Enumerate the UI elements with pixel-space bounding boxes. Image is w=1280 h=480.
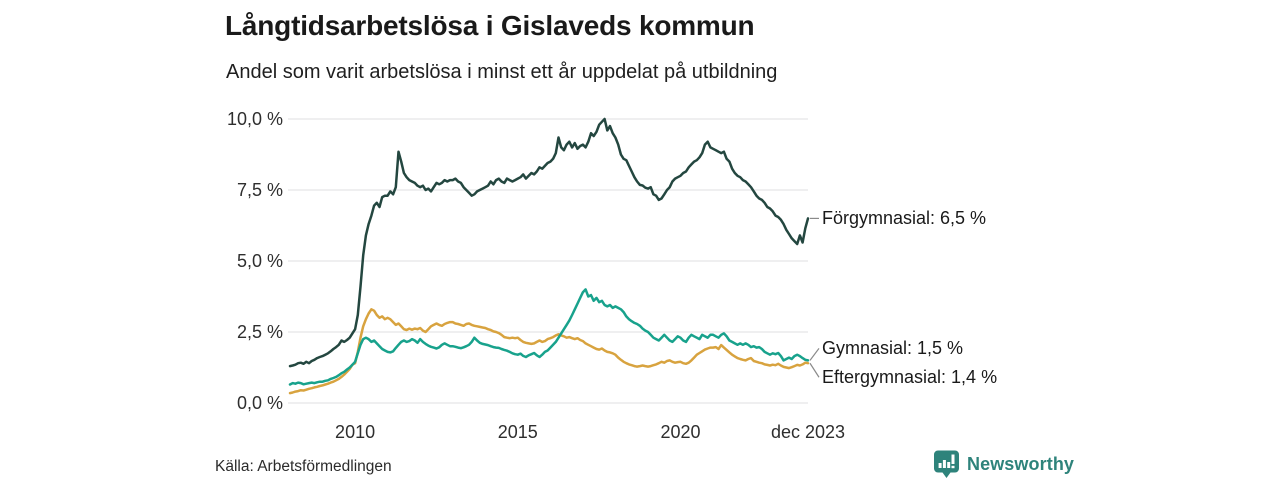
series-label-forgymnasial: Förgymnasial: 6,5 % <box>822 207 987 228</box>
chart-subtitle: Andel som varit arbetslösa i minst ett å… <box>226 61 778 83</box>
x-tick-label: 2010 <box>335 422 376 442</box>
y-tick-label: 0,0 % <box>236 392 283 413</box>
y-tick-label: 10,0 % <box>226 108 283 129</box>
y-tick-label: 7,5 % <box>236 179 283 200</box>
brand-name: Newsworthy <box>967 453 1075 474</box>
y-tick-label: 2,5 % <box>236 321 283 342</box>
newsworthy-icon <box>934 450 959 478</box>
y-tick-label: 5,0 % <box>236 250 283 271</box>
x-tick-label: 2015 <box>497 422 538 442</box>
label-connector <box>809 362 820 378</box>
series-line-förgymnasial <box>288 117 810 368</box>
x-tick-label: 2020 <box>660 422 701 442</box>
page-title: Långtidsarbetslösa i Gislaveds kommun <box>225 10 755 41</box>
x-tick-label: dec 2023 <box>770 422 846 442</box>
label-connector <box>809 348 820 361</box>
series-label-eftergymnasial: Eftergymnasial: 1,4 % <box>822 366 998 387</box>
series-line-eftergymnasial <box>288 308 810 395</box>
source-note: Källa: Arbetsförmedlingen <box>215 458 392 475</box>
series-label-gymnasial: Gymnasial: 1,5 % <box>822 337 964 358</box>
brand-logo: Newsworthy <box>934 450 1074 478</box>
series-line-gymnasial <box>288 288 810 386</box>
